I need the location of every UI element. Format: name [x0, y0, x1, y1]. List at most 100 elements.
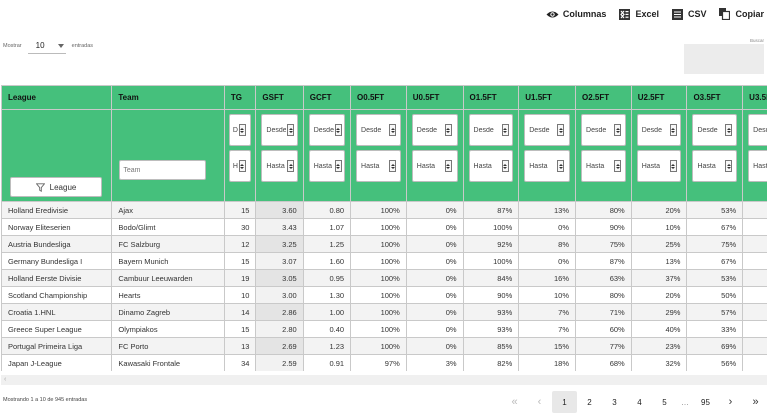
table-cell: 97% [350, 354, 407, 371]
table-cell: 10 [223, 286, 257, 304]
table-row[interactable]: Norway Eliteserien Bodo/Glimt 30 3.43 1.07 10… [1, 218, 767, 236]
col-header-o05ft[interactable]: O0.5FT [350, 85, 407, 110]
col-header-gsft[interactable]: GSFT [255, 85, 304, 110]
table-cell: 1.30 [302, 286, 352, 304]
tg-max-input[interactable]: Hasta [228, 150, 252, 182]
o15ft-max-input[interactable]: Hasta [468, 150, 514, 182]
stepper-icon [287, 124, 295, 136]
table-row[interactable]: Holland Eerste Divisie Cambuur Leeuwarden… [1, 269, 767, 287]
prev-page-button[interactable]: ‹ [537, 396, 542, 408]
o05ft-max-input[interactable]: Hasta [356, 150, 401, 182]
table-cell: 0.95 [302, 269, 352, 287]
page-button-5[interactable]: 5 [662, 397, 667, 407]
col-header-u15ft[interactable]: U1.5FT [518, 85, 577, 110]
excel-button[interactable]: Excel [618, 8, 659, 20]
team-filter-input[interactable]: Team [119, 160, 207, 180]
col-header-u35ft[interactable]: U3.5FT [742, 85, 767, 110]
table-cell: 93% [462, 320, 520, 338]
stepper-icon [557, 160, 565, 172]
table-cell: 19 [223, 269, 257, 287]
table-row[interactable]: Greece Super League Olympiakos 15 2.80 0.40 1… [1, 320, 767, 338]
table-row[interactable]: Germany Bundesliga I Bayern Munich 15 3.07 1… [1, 252, 767, 270]
col-header-team[interactable]: Team [111, 85, 225, 110]
o15ft-min-input[interactable]: Desde [468, 114, 514, 146]
u05ft-min-input[interactable]: Desde [411, 114, 458, 146]
u15ft-max-input[interactable]: Hasta [524, 150, 571, 182]
stepper-icon [557, 124, 565, 136]
page-length-select[interactable]: 10 [27, 38, 66, 54]
gsft-max-input[interactable]: Hasta [261, 150, 298, 182]
page-button-3[interactable]: 3 [612, 397, 617, 407]
table-cell: 56% [686, 354, 744, 371]
o25ft-max-input[interactable]: Hasta [581, 150, 626, 182]
table-row[interactable]: Croatia 1.HNL Dinamo Zagreb 14 2.86 1.00 100%… [1, 303, 767, 321]
table-cell: 33% [686, 320, 744, 338]
o35ft-max-input[interactable]: Hasta [692, 150, 738, 182]
gcft-max-input[interactable]: Hasta [308, 150, 346, 182]
table-cell: 0% [405, 252, 464, 270]
tg-min-input[interactable]: Desde [228, 114, 252, 146]
table-row[interactable]: Austria Bundesliga FC Salzburg 12 3.25 1.25 1… [1, 235, 767, 253]
table-cell: Scotland Championship [1, 286, 113, 304]
col-header-o15ft[interactable]: O1.5FT [462, 85, 520, 110]
table-row[interactable]: Portugal Primeira Liga FC Porto 13 2.69 1.23… [1, 337, 767, 355]
col-header-o35ft[interactable]: O3.5FT [686, 85, 744, 110]
table-cell: Norway Eliteserien [1, 218, 113, 236]
stepper-icon [389, 160, 397, 172]
table-info: Mostrando 1 a 10 de 945 entradas [3, 397, 88, 403]
table-cell: 37% [630, 269, 688, 287]
table-cell: 100% [350, 286, 407, 304]
u35ft-min-input[interactable]: Desde [748, 114, 767, 146]
table-cell: 31% [742, 337, 767, 355]
col-header-u05ft[interactable]: U0.5FT [405, 85, 464, 110]
table-cell: 100% [350, 269, 407, 287]
col-header-u25ft[interactable]: U2.5FT [630, 85, 688, 110]
stepper-icon [614, 124, 622, 136]
csv-button[interactable]: CSV [671, 8, 706, 20]
table-cell: 57% [686, 303, 744, 321]
eye-icon [546, 8, 559, 20]
u25ft-max-input[interactable]: Hasta [636, 150, 682, 182]
table-row[interactable]: Holland Eredivisie Ajax 15 3.60 0.80 100% 0% 87… [1, 201, 767, 219]
gsft-min-input[interactable]: Desde [261, 114, 298, 146]
o05ft-min-input[interactable]: Desde [356, 114, 401, 146]
o25ft-min-input[interactable]: Desde [581, 114, 626, 146]
copy-button[interactable]: Copiar [718, 8, 764, 20]
table-cell: 100% [462, 218, 520, 236]
table-cell: 50% [686, 286, 744, 304]
gcft-min-input[interactable]: Desde [308, 114, 346, 146]
table-cell: 0% [405, 218, 464, 236]
league-filter-button[interactable]: League [10, 177, 102, 197]
next-page-button[interactable]: › [728, 396, 733, 408]
last-page-button[interactable]: » [752, 396, 759, 408]
u15ft-min-input[interactable]: Desde [524, 114, 571, 146]
table-row[interactable]: Scotland Championship Hearts 10 3.00 1.30 100… [1, 286, 767, 304]
table-cell: Holland Eerste Divisie [1, 269, 113, 287]
horizontal-scrollbar[interactable]: ‹ [1, 375, 767, 385]
stepper-icon [501, 124, 509, 136]
table-cell: 67% [686, 218, 744, 236]
page-button-1[interactable]: 1 [552, 391, 577, 413]
col-header-gcft[interactable]: GCFT [302, 85, 352, 110]
chevron-left-icon[interactable]: ‹ [4, 376, 7, 383]
table-cell: 84% [462, 269, 520, 287]
page-button-4[interactable]: 4 [637, 397, 642, 407]
u25ft-min-input[interactable]: Desde [636, 114, 682, 146]
page-button-last[interactable]: 95 [701, 397, 710, 407]
table-cell: 3.25 [255, 235, 304, 253]
search-input[interactable] [684, 44, 764, 74]
page-button-2[interactable]: 2 [587, 397, 592, 407]
col-header-o25ft[interactable]: O2.5FT [575, 85, 632, 110]
u05ft-max-input[interactable]: Hasta [411, 150, 458, 182]
col-header-tg[interactable]: TG [223, 85, 257, 110]
col-header-league[interactable]: League [1, 85, 113, 110]
table-cell: 15 [223, 201, 257, 219]
table-row[interactable]: Japan J-League Kawasaki Frontale 34 2.59 0.9… [1, 354, 767, 371]
u35ft-max-input[interactable]: Hasta [748, 150, 767, 182]
first-page-button[interactable]: « [511, 396, 518, 408]
o35ft-min-input[interactable]: Desde [692, 114, 738, 146]
table-cell: 100% [350, 235, 407, 253]
columns-button[interactable]: Columnas [546, 8, 606, 20]
table-cell: 13% [518, 201, 577, 219]
stepper-icon [614, 160, 622, 172]
